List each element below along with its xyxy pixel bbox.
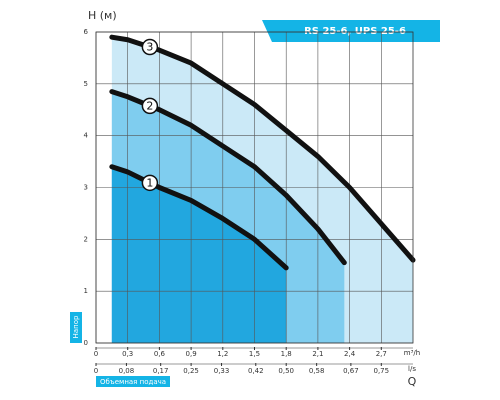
curve-badge: [141, 174, 159, 192]
legend-label: 3: [146, 41, 153, 54]
y-tick-label: 3: [84, 184, 88, 192]
y-axis-label: H (м): [88, 9, 117, 22]
y-axis-name: Напор: [72, 315, 80, 338]
chart-title: RS 25-6, UPS 25-6: [304, 26, 406, 37]
lines: 1 2 3: [109, 34, 416, 271]
x-tick-label: 0,3: [122, 350, 133, 358]
y-tick-label: 5: [84, 80, 88, 88]
x2-tick-label: 0,08: [119, 367, 135, 375]
y-tick-label: 2: [84, 235, 88, 243]
x-tick-label: 1,5: [249, 350, 260, 358]
legend-label: 2: [146, 99, 153, 112]
x-tick-label: 1,8: [281, 350, 292, 358]
x2-tick-label: 0,25: [183, 367, 199, 375]
x2-tick-label: 0,75: [374, 367, 390, 375]
x-tick-label: 0: [94, 350, 98, 358]
x-axis-name: Объемная подача: [100, 378, 166, 386]
x-unit: m³/h: [404, 349, 420, 357]
areas: [111, 37, 413, 343]
x2-tick-label: 0: [94, 367, 98, 375]
x2-unit: l/s: [408, 365, 416, 373]
y-tick-label: 4: [84, 132, 89, 140]
y-tick-label: 1: [84, 287, 88, 295]
x-tick-label: 0,9: [186, 350, 197, 358]
x2-tick-label: 0,42: [248, 367, 264, 375]
curve-badge: [141, 38, 159, 56]
x-tick-label: 2,1: [312, 350, 323, 358]
y-axis-name-box: [70, 312, 82, 343]
x-tick-label: 0,6: [154, 350, 166, 358]
x-axis-label: Q: [408, 375, 417, 388]
x-axis-name-box: [96, 376, 170, 387]
curve: [109, 89, 347, 266]
title-tab: [262, 20, 440, 42]
legend-label: 1: [146, 176, 153, 189]
x-tick-label: 1,2: [217, 350, 228, 358]
x-tick-label: 2,4: [344, 350, 356, 358]
x2-tick-label: 0,67: [343, 367, 359, 375]
x2-tick-label: 0,33: [214, 367, 230, 375]
plot-frame: [95, 31, 414, 344]
y-tick-label: 6: [84, 28, 89, 36]
curve: [109, 164, 289, 271]
x-tick-label: 2,7: [376, 350, 387, 358]
x2-tick-label: 0,58: [309, 367, 325, 375]
curve-badge: [141, 97, 159, 115]
x2-tick-label: 0,50: [278, 367, 294, 375]
y-tick-label: 0: [84, 339, 88, 347]
x2-tick-label: 0,17: [153, 367, 169, 375]
area: [111, 166, 287, 343]
